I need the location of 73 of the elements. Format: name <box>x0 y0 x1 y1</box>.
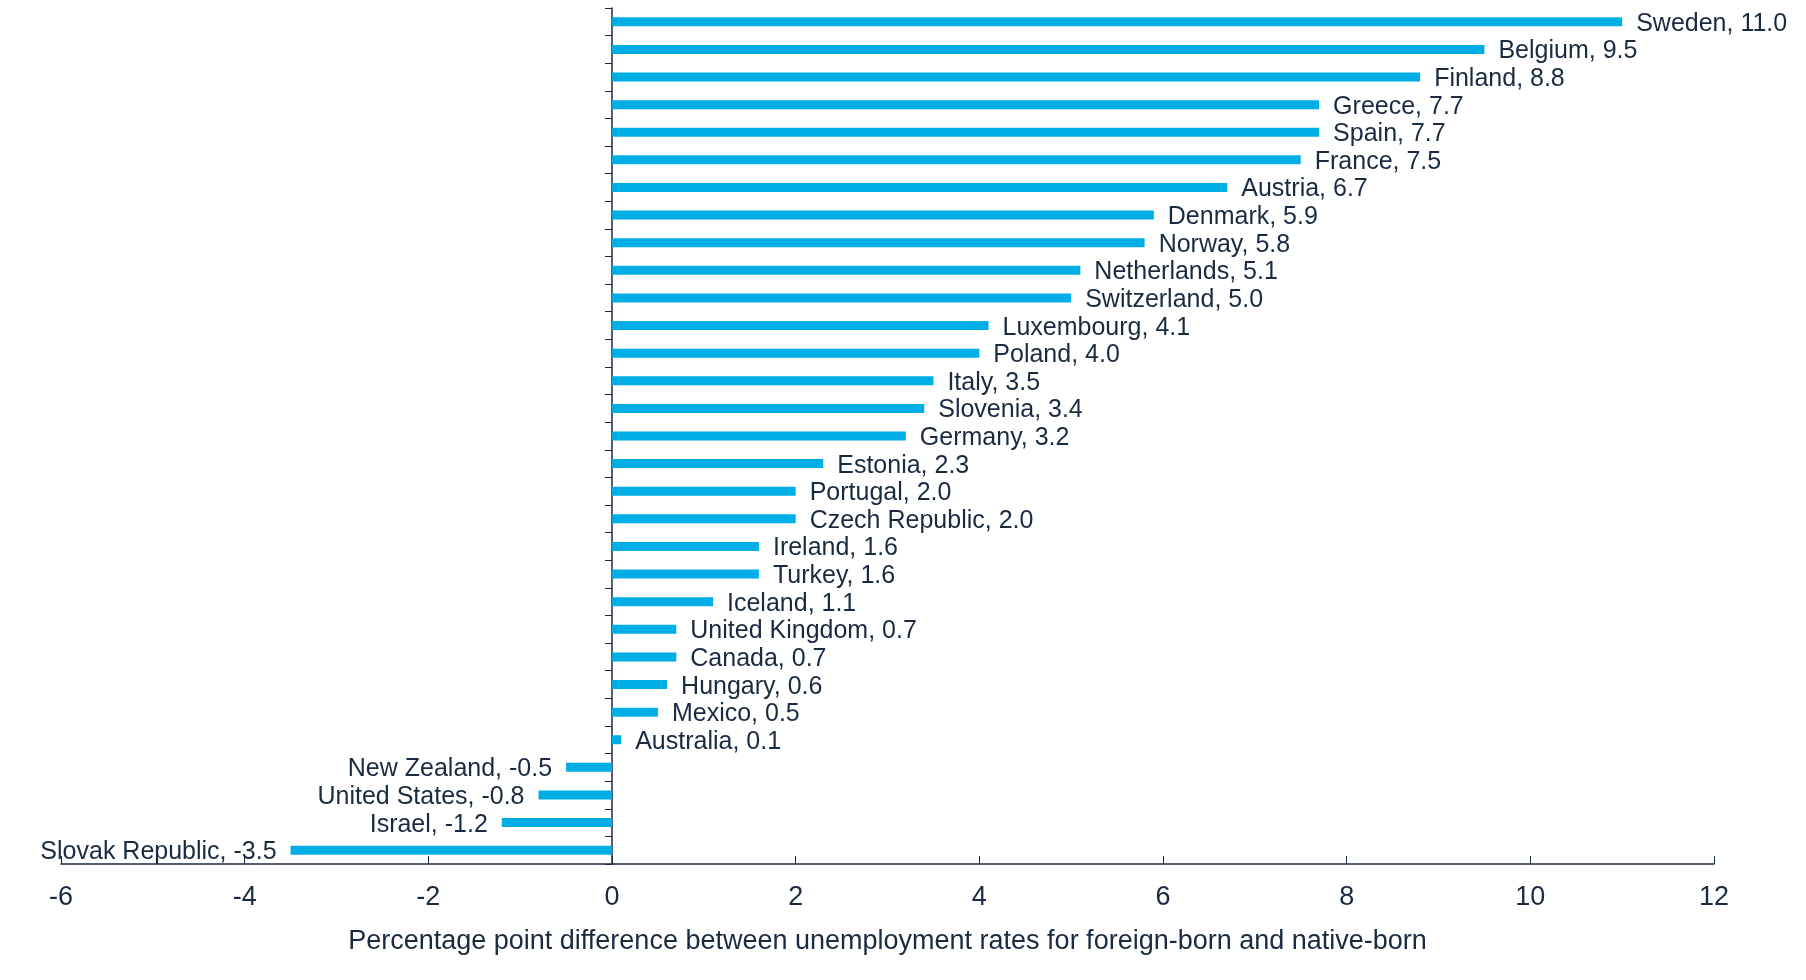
data-label: Switzerland, 5.0 <box>1085 283 1264 312</box>
bar <box>612 265 1081 275</box>
data-label: Ireland, 1.6 <box>772 532 899 561</box>
bar <box>612 238 1145 248</box>
data-label: Turkey, 1.6 <box>772 560 896 589</box>
bar <box>612 569 759 579</box>
data-label: Mexico, 0.5 <box>671 698 800 727</box>
bar <box>612 127 1320 137</box>
bar <box>612 321 989 331</box>
data-label: Sweden, 11.0 <box>1636 7 1788 36</box>
data-label: Spain, 7.7 <box>1333 118 1446 147</box>
bar <box>612 100 1320 110</box>
x-tick-label: 2 <box>788 880 804 911</box>
bar <box>612 72 1421 82</box>
bar <box>612 680 668 690</box>
data-label: Austria, 6.7 <box>1241 173 1368 202</box>
data-label: Denmark, 5.9 <box>1167 201 1318 230</box>
data-label: Israel, -1.2 <box>369 808 488 837</box>
bar <box>612 293 1072 303</box>
data-label: Slovak Republic, -3.5 <box>40 836 277 865</box>
data-label: France, 7.5 <box>1314 145 1442 174</box>
data-label: Greece, 7.7 <box>1333 90 1464 119</box>
bar <box>290 845 612 855</box>
bar <box>612 541 759 551</box>
data-label: Czech Republic, 2.0 <box>809 504 1034 533</box>
data-label: Belgium, 9.5 <box>1498 35 1638 64</box>
bar <box>612 597 714 607</box>
data-label: Iceland, 1.1 <box>727 587 857 616</box>
bar <box>612 210 1154 220</box>
x-tick-label: 10 <box>1515 880 1546 911</box>
bar <box>612 376 934 386</box>
bar <box>612 44 1485 54</box>
x-axis-title: Percentage point difference between unemployment rates for foreign-born and native-born <box>348 924 1427 955</box>
x-tick-label: 4 <box>971 880 987 911</box>
data-label: Australia, 0.1 <box>635 725 782 754</box>
bar <box>612 459 824 469</box>
x-tick-label: -6 <box>48 880 74 911</box>
bar <box>538 790 612 800</box>
data-label: Poland, 4.0 <box>993 339 1120 368</box>
x-tick-label: -4 <box>232 880 257 911</box>
data-label: Germany, 3.2 <box>919 422 1070 450</box>
data-label: Netherlands, 5.1 <box>1094 256 1278 285</box>
bar <box>612 624 677 634</box>
bar <box>612 403 925 413</box>
data-label: Finland, 8.8 <box>1434 63 1565 92</box>
x-tick-label: 6 <box>1155 880 1171 911</box>
bar <box>612 182 1228 192</box>
bar <box>612 486 796 496</box>
data-label: United States, -0.8 <box>317 780 525 809</box>
data-label: Canada, 0.7 <box>690 642 827 671</box>
x-tick-label: -2 <box>416 880 441 911</box>
data-label: Luxembourg, 4.1 <box>1002 311 1191 340</box>
bar <box>501 818 612 828</box>
data-label: Estonia, 2.3 <box>837 449 970 478</box>
data-label: Slovenia, 3.4 <box>938 394 1083 423</box>
bar <box>612 17 1623 27</box>
bar <box>612 707 658 717</box>
data-label: Italy, 3.5 <box>947 366 1041 395</box>
data-label: New Zealand, -0.5 <box>347 753 553 782</box>
bar <box>612 431 906 441</box>
bar <box>612 652 677 662</box>
x-tick-label: 8 <box>1339 880 1355 911</box>
bar <box>612 514 796 524</box>
bar <box>612 348 980 358</box>
bar <box>612 735 622 745</box>
data-label: Portugal, 2.0 <box>809 477 952 506</box>
bar <box>566 762 612 772</box>
data-label: Hungary, 0.6 <box>681 670 823 699</box>
x-tick-label: 12 <box>1698 880 1730 911</box>
data-label: United Kingdom, 0.7 <box>690 615 917 644</box>
bar <box>612 155 1301 165</box>
data-label: Norway, 5.8 <box>1158 228 1291 257</box>
x-tick-label: 0 <box>604 880 620 911</box>
